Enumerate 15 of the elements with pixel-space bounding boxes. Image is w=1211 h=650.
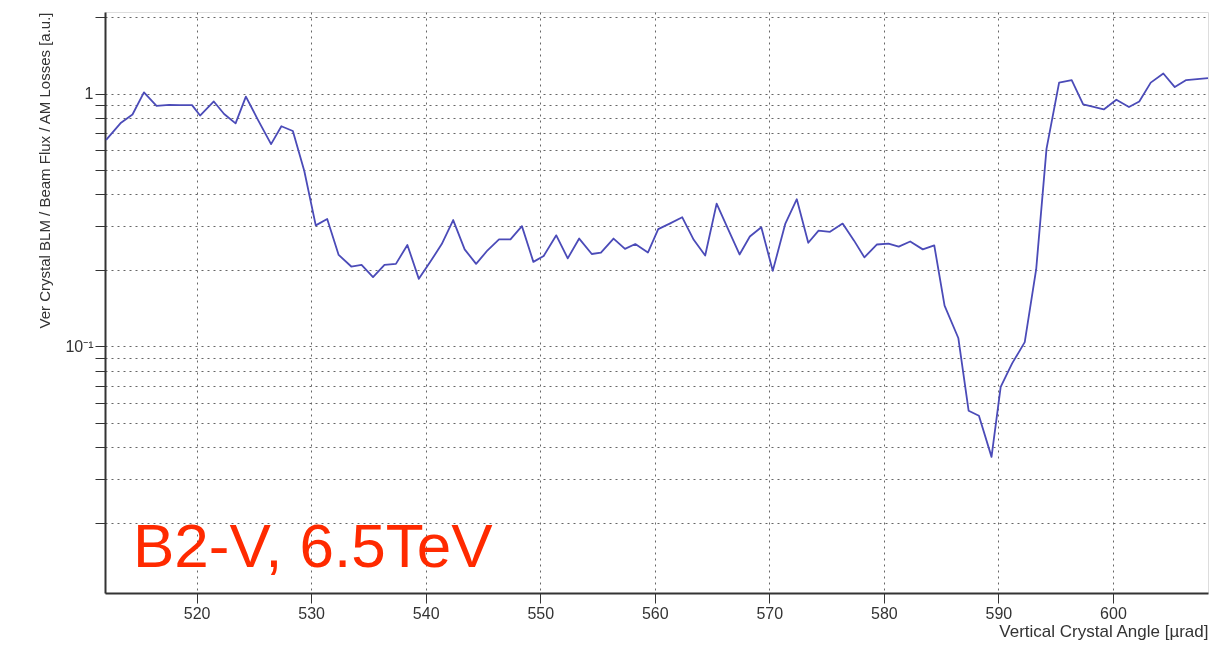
x-tick-label: 530 bbox=[298, 604, 326, 622]
x-tick-label: 540 bbox=[412, 604, 440, 622]
annotation: B2-V, 6.5TeV bbox=[133, 511, 494, 580]
x-axis-title: Vertical Crystal Angle [µrad] bbox=[999, 621, 1209, 641]
x-tick-label: 580 bbox=[871, 604, 898, 622]
x-tick-label: 560 bbox=[641, 604, 669, 622]
x-tick-label: 520 bbox=[183, 604, 211, 622]
line-series bbox=[105, 72, 1209, 458]
x-tick-label: 550 bbox=[527, 604, 555, 622]
x-tick-label: 600 bbox=[1100, 604, 1127, 622]
y-tick-label: 10⁻¹ bbox=[65, 337, 94, 355]
x-tick-label: 590 bbox=[985, 604, 1013, 622]
y-tick-label: 1 bbox=[84, 85, 94, 102]
x-tick-label: 570 bbox=[756, 604, 784, 622]
y-axis-title: Ver Crystal BLM / Beam Flux / AM Losses [a.u.] bbox=[36, 12, 54, 329]
